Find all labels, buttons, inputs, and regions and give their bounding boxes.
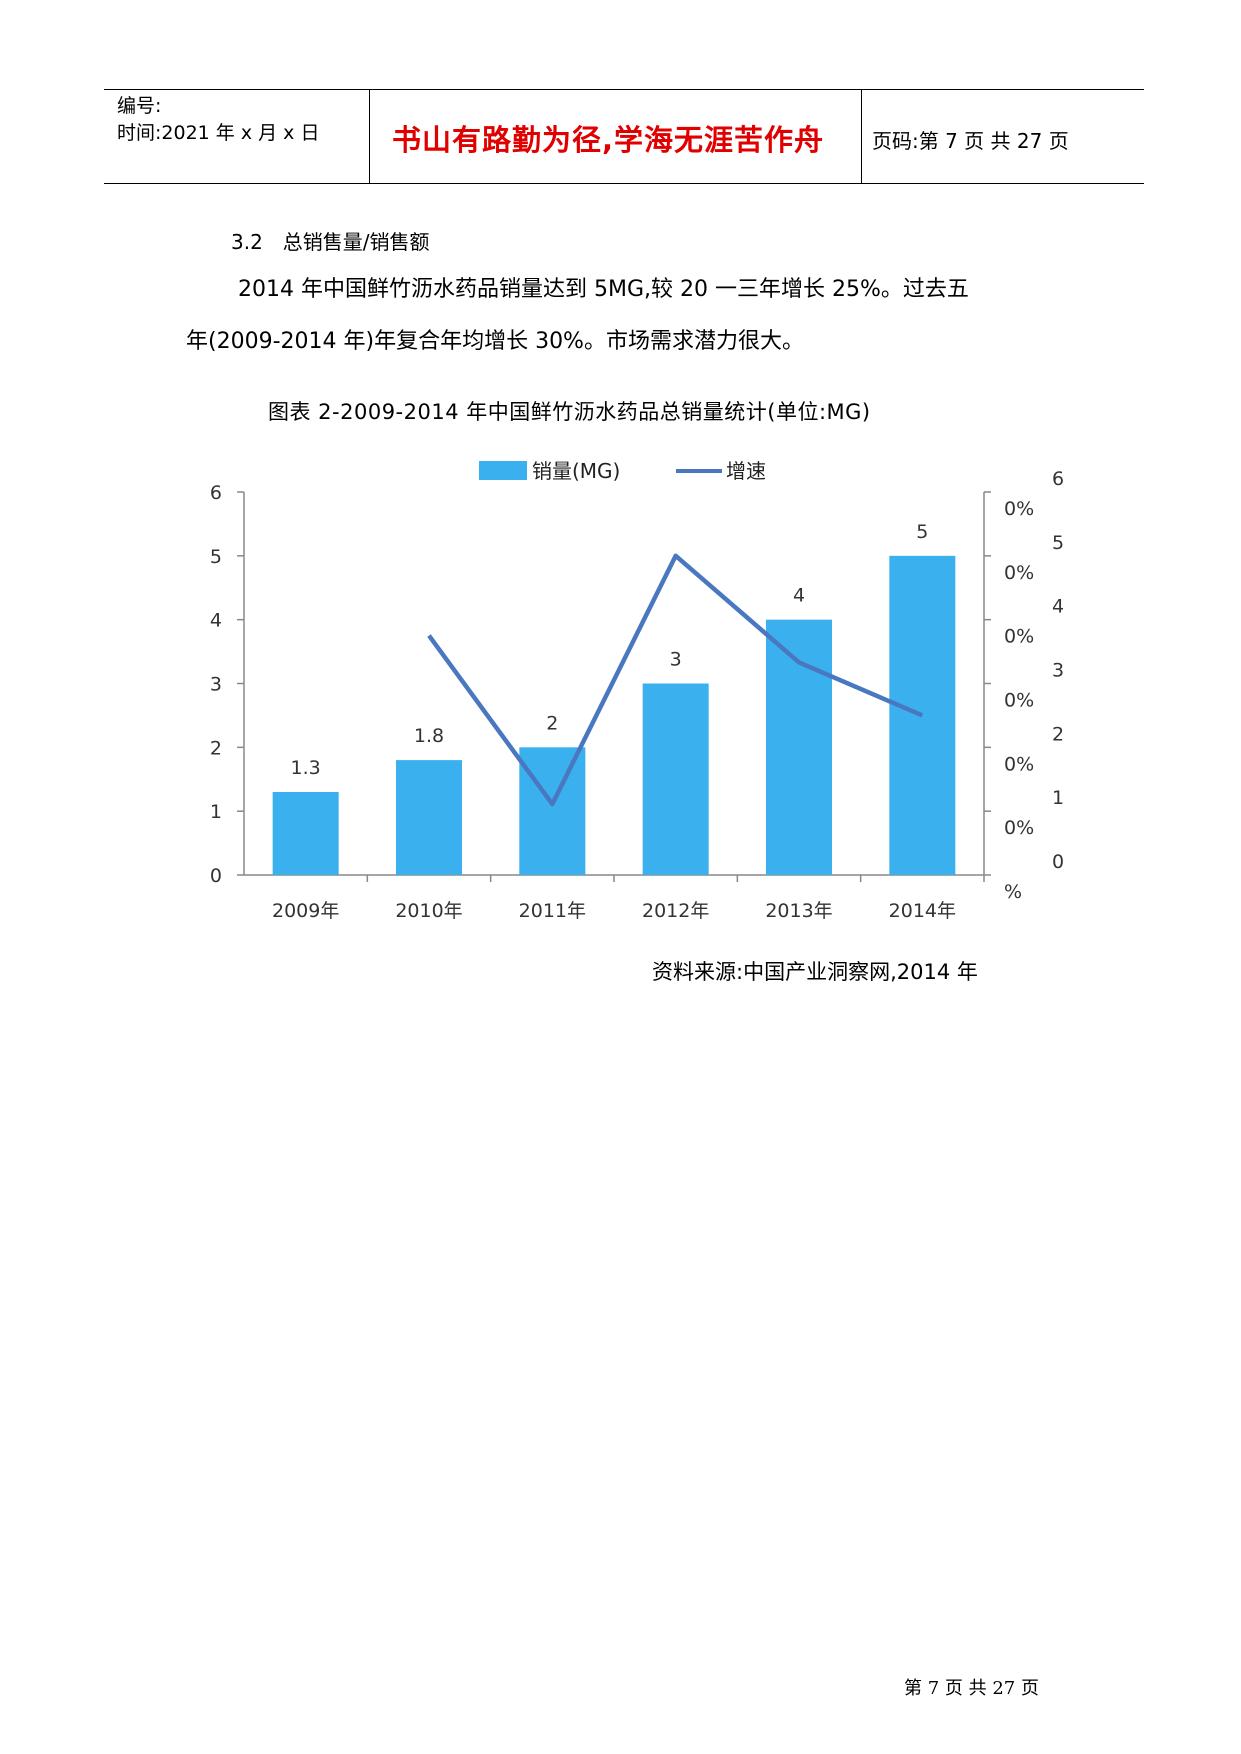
right-axis-tick-label-top: 6 xyxy=(1052,468,1064,490)
bar-data-label: 4 xyxy=(793,585,805,607)
sales-chart: 销量(MG) 增速 0 1 2 3 4 5 6 6 0% 5 0% 4 0% 3 0% 2 0% 1 0% 0% 1.3… xyxy=(210,459,1064,922)
left-axis-tick-label: 2 xyxy=(210,737,222,759)
bar-sales xyxy=(272,792,339,875)
bar-sales xyxy=(766,619,832,875)
left-axis-tick-label: 0 xyxy=(210,865,222,887)
left-axis-tick-label: 3 xyxy=(210,674,222,696)
left-axis-tick-label: 1 xyxy=(210,801,222,823)
right-axis-tick-label-bottom: 0% xyxy=(1004,817,1034,839)
header-divider-right xyxy=(861,90,862,183)
bar-sales xyxy=(642,683,709,875)
right-axis-tick-label-top: 2 xyxy=(1052,723,1064,745)
right-axis-tick-label-bottom: 0% xyxy=(1004,753,1034,775)
right-axis-tick-label-bottom: 0% xyxy=(1004,626,1034,648)
growth-rate-line xyxy=(427,553,924,807)
legend-bar-label: 销量(MG) xyxy=(532,459,620,483)
figure-source: 资料来源:中国产业洞察网,2014 年 xyxy=(652,960,978,984)
header-top-rule xyxy=(104,89,1144,90)
right-axis-tick-label-bottom: % xyxy=(1004,881,1022,903)
left-axis-tick-label: 5 xyxy=(210,546,222,568)
x-axis-tick-label: 2013年 xyxy=(765,900,832,922)
bar-sales xyxy=(889,555,956,875)
right-axis-tick-label-bottom: 0% xyxy=(1004,690,1034,712)
page-footer: 第 7 页 共 27 页 xyxy=(904,1678,1039,1699)
x-axis-tick-label: 2009年 xyxy=(272,900,339,922)
right-axis-tick-label-bottom: 0% xyxy=(1004,562,1034,584)
x-axis-tick-label: 2010年 xyxy=(395,900,462,922)
header-bottom-rule xyxy=(104,183,1144,184)
left-axis-tick-label: 6 xyxy=(210,482,222,504)
bar-sales xyxy=(519,747,586,875)
legend-bar-swatch xyxy=(479,461,527,480)
right-axis-tick-label-bottom: 0% xyxy=(1004,498,1034,520)
figure-caption: 图表 2-2009-2014 年中国鲜竹沥水药品总销量统计(单位:MG) xyxy=(268,400,871,424)
paragraph-line-1: 2014 年中国鲜竹沥水药品销量达到 5MG,较 20 一三年增长 25%。过去… xyxy=(238,277,969,302)
header-divider-left xyxy=(369,90,370,183)
right-axis-tick-label-top: 0 xyxy=(1052,851,1064,873)
left-axis-tick-label: 4 xyxy=(210,610,222,632)
right-axis-tick-label-top: 1 xyxy=(1052,787,1064,809)
right-axis-tick-label-top: 4 xyxy=(1052,596,1064,618)
bar-data-label: 2 xyxy=(546,712,558,734)
section-heading: 3.2 总销售量/销售额 xyxy=(231,230,430,254)
header-motto: 书山有路勤为径,学海无涯苦作舟 xyxy=(392,123,825,157)
bar-data-label: 3 xyxy=(670,649,682,671)
legend-line-label: 增速 xyxy=(726,459,766,483)
header-page-label: 页码:第 7 页 共 27 页 xyxy=(872,129,1069,153)
header-time-label: 时间:2021 年 x 月 x 日 xyxy=(117,122,320,144)
bar-data-label: 1.8 xyxy=(414,725,444,747)
right-axis-tick-label-top: 5 xyxy=(1052,532,1064,554)
bar-sales xyxy=(396,760,462,875)
bar-data-label: 5 xyxy=(916,521,928,543)
x-axis-tick-label: 2012年 xyxy=(642,900,709,922)
paragraph-line-2: 年(2009-2014 年)年复合年均增长 30%。市场需求潜力很大。 xyxy=(186,329,804,354)
x-axis-tick-label: 2011年 xyxy=(519,900,586,922)
bar-data-label: 1.3 xyxy=(291,757,321,779)
x-axis-tick-label: 2014年 xyxy=(889,900,956,922)
header-number-label: 编号: xyxy=(117,95,162,117)
right-axis-tick-label-top: 3 xyxy=(1052,660,1064,682)
